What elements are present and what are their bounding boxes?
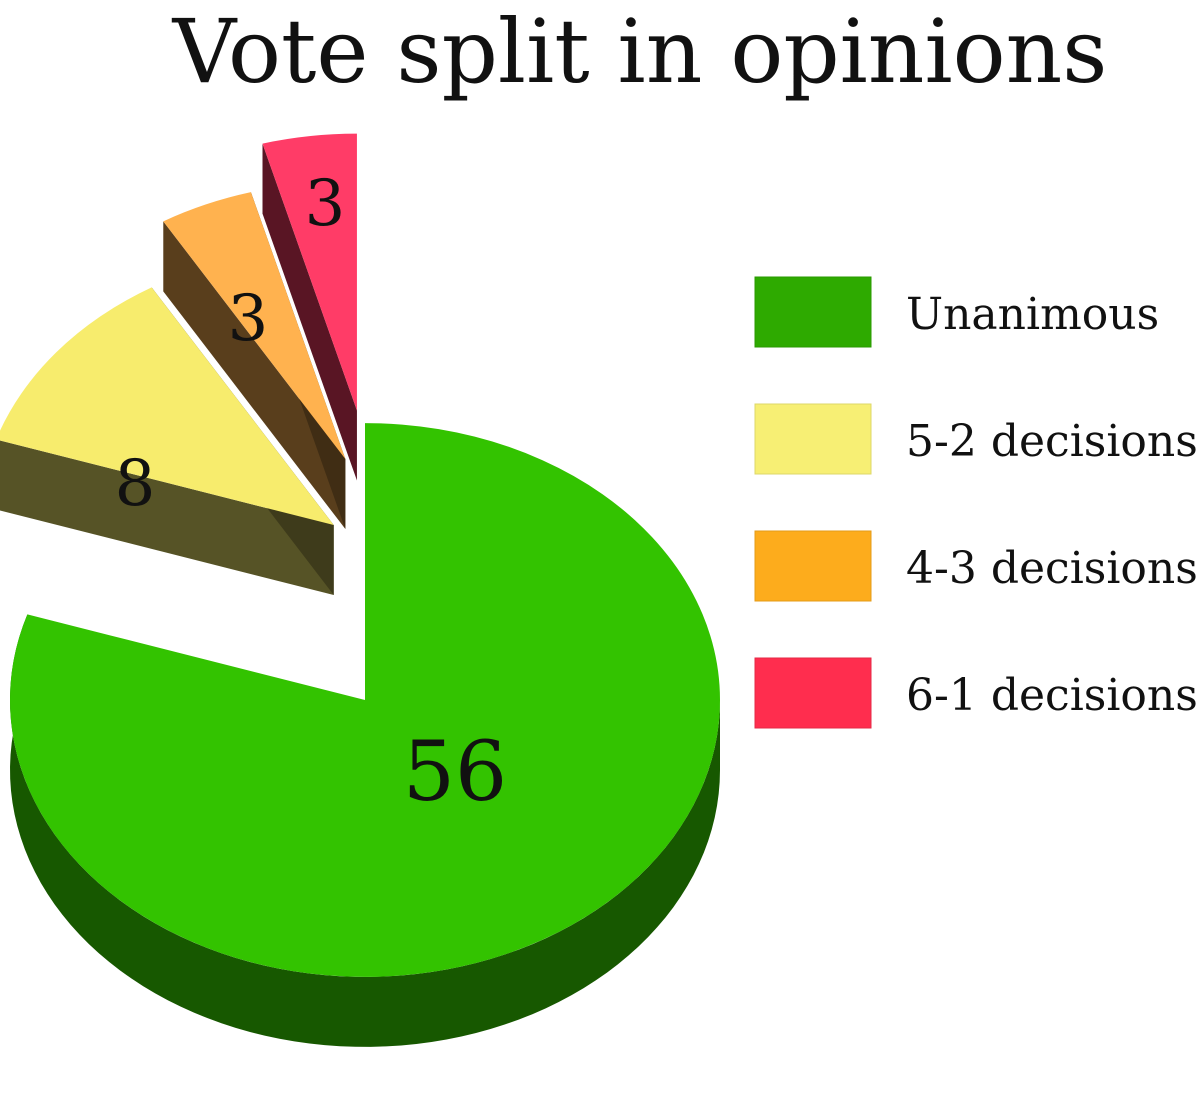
legend-swatch — [754, 403, 872, 475]
legend-label: 5-2 decisions — [906, 416, 1198, 467]
slice-6-1-decisions — [262, 133, 357, 411]
slice-value-label: 56 — [403, 725, 507, 820]
legend-swatch — [754, 276, 872, 348]
slice-4-3-decisions — [163, 192, 346, 460]
slice-value-label: 8 — [115, 447, 156, 521]
chart-title: Vote split in opinions — [172, 0, 1108, 103]
slice-unanimous — [9, 423, 720, 977]
legend: Unanimous 5-2 decisions 4-3 decisions 6-1 d… — [754, 276, 1198, 729]
legend-label: 6-1 decisions — [906, 670, 1198, 721]
slice-5-2-decisions — [0, 287, 334, 526]
pie-slices: 56 8 33 — [0, 133, 720, 1047]
slice-value-label: 3 — [228, 282, 269, 356]
slice-4-3-decisions-side — [163, 221, 346, 530]
slice-6-1-decisions-side — [262, 143, 357, 481]
legend-label: Unanimous — [906, 289, 1159, 340]
legend-swatch — [754, 530, 872, 602]
legend-swatch — [754, 657, 872, 729]
slice-5-2-decisions-side — [0, 440, 334, 596]
legend-label: 4-3 decisions — [906, 543, 1198, 594]
slice-value-label: 3 — [305, 167, 346, 241]
